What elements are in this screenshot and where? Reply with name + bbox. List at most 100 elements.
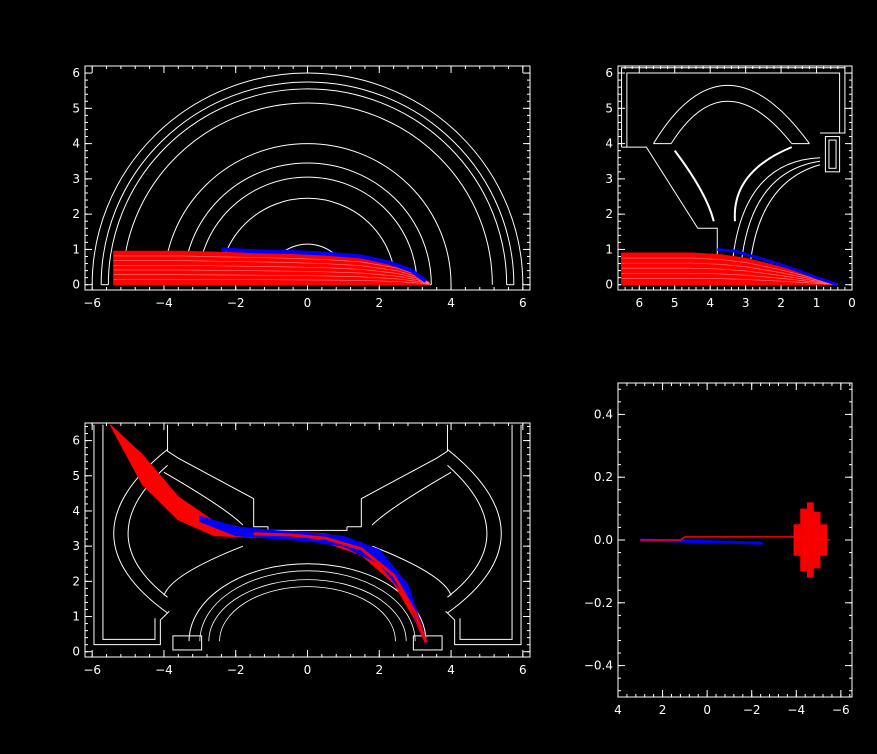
- outer-wall-left: [93, 424, 170, 646]
- y-tick-label: 3: [72, 172, 80, 186]
- x-tick-label: −6: [83, 296, 101, 310]
- blue-trace-band: [199, 515, 427, 645]
- coil-box-inner: [828, 139, 837, 169]
- structure-arc: [219, 198, 396, 285]
- structure-arc: [107, 88, 508, 285]
- coil-arc-outer: [653, 84, 810, 144]
- x-tick-label: 6: [519, 663, 527, 677]
- upper-guide-right: [371, 471, 452, 526]
- center-arc: [208, 579, 407, 642]
- guide-plate: [733, 146, 793, 222]
- x-tick-label: 4: [614, 703, 622, 717]
- particle-traces: [621, 247, 839, 287]
- divertor-box-right: [412, 635, 443, 651]
- red-trace-line: [113, 269, 430, 285]
- outer-wall-right: [445, 424, 522, 646]
- x-tick-label: 2: [659, 703, 667, 717]
- divertor-box-left: [172, 635, 203, 651]
- red-oscillation: [793, 502, 828, 578]
- upper-baffle-left: [167, 424, 269, 528]
- x-tick-label: −2: [227, 296, 245, 310]
- y-tick-label: 0: [605, 278, 613, 292]
- red-trace-line: [113, 274, 430, 285]
- red-trace-line: [621, 257, 838, 285]
- y-tick-label: 2: [605, 207, 613, 221]
- y-axis: 0 1 2 3 4 5 6: [72, 65, 530, 292]
- center-cap: [267, 526, 348, 531]
- y-tick-label: 6: [72, 66, 80, 80]
- y-tick-label: 3: [605, 172, 613, 186]
- x-tick-label: 2: [375, 663, 383, 677]
- y-axis: 0 1 2 3 4 5 6: [605, 65, 852, 292]
- structure-arc: [197, 176, 418, 285]
- guide-plate: [673, 150, 715, 222]
- y-tick-label: −0.2: [584, 596, 613, 610]
- inner-wall-right: [459, 424, 513, 640]
- y-axis: −0.4 −0.2 0.0 0.2 0.4: [584, 388, 852, 692]
- y-tick-label: 6: [605, 66, 613, 80]
- coil-arc-outer-right: [447, 449, 502, 614]
- red-trace-line: [113, 255, 430, 284]
- red-trace-line: [621, 262, 838, 286]
- x-tick-label: −4: [155, 296, 173, 310]
- vessel-outer-wall: [621, 67, 846, 148]
- x-tick-label: 2: [777, 296, 785, 310]
- x-tick-label: −4: [155, 663, 173, 677]
- x-tick-label: 3: [742, 296, 750, 310]
- x-tick-label: 0: [304, 296, 312, 310]
- panel-top-left: −6 −4 −2 0 2 4 6 0 1 2 3 4 5 6: [72, 65, 531, 310]
- blue-trace: [717, 247, 839, 287]
- x-axis: −6 −4 −2 0 2 4 6: [83, 66, 527, 310]
- structure-outlines: [621, 67, 846, 283]
- x-tick-label: 6: [519, 296, 527, 310]
- y-tick-label: 0.2: [594, 470, 613, 484]
- x-tick-label: −2: [227, 663, 245, 677]
- structure-arc: [91, 72, 524, 285]
- center-arc: [219, 586, 396, 642]
- x-tick-label: 1: [813, 296, 821, 310]
- flux-surface: [739, 160, 821, 275]
- y-tick-label: −0.4: [584, 659, 613, 673]
- y-tick-label: 1: [605, 242, 613, 256]
- x-tick-label: 0: [848, 296, 856, 310]
- particle-traces: [640, 502, 830, 578]
- upper-guide-left: [163, 471, 244, 526]
- coil-arc-inner: [670, 100, 793, 144]
- red-trace-band: [621, 252, 838, 286]
- x-tick-label: 4: [447, 296, 455, 310]
- red-trace-line: [621, 267, 838, 286]
- x-tick-label: 4: [706, 296, 714, 310]
- y-tick-label: 0: [72, 645, 80, 659]
- center-arc: [199, 570, 416, 642]
- y-tick-label: 0: [72, 278, 80, 292]
- x-tick-label: −6: [83, 663, 101, 677]
- vessel-inner-wall: [626, 72, 841, 148]
- lower-guide-right: [371, 545, 452, 596]
- x-axis: −6 −4 −2 0 2 4 6: [83, 423, 527, 677]
- y-tick-label: 1: [72, 610, 80, 624]
- red-trace-line: [113, 279, 430, 285]
- panel-bottom-left: −6 −4 −2 0 2 4 6 0 1 2 3 4 5 6: [72, 422, 531, 677]
- flux-surface: [730, 157, 821, 275]
- x-tick-label: −4: [787, 703, 805, 717]
- x-tick-label: 5: [671, 296, 679, 310]
- red-trace-line: [621, 278, 838, 286]
- divertor-baffle: [621, 146, 718, 283]
- structure-arc: [183, 162, 432, 285]
- y-tick-label: 4: [605, 137, 613, 151]
- y-tick-label: 5: [72, 469, 80, 483]
- coil-box: [824, 136, 841, 173]
- y-tick-label: 3: [72, 539, 80, 553]
- upper-baffle-right: [346, 424, 448, 528]
- inner-wall-left: [102, 424, 156, 640]
- y-axis: 0 1 2 3 4 5 6: [72, 426, 530, 659]
- blue-trace: [221, 247, 428, 283]
- x-tick-label: 6: [635, 296, 643, 310]
- x-tick-label: −6: [832, 703, 850, 717]
- red-trace-core: [253, 532, 428, 643]
- y-tick-label: 0.0: [594, 533, 613, 547]
- x-tick-label: 0: [703, 703, 711, 717]
- y-tick-label: 6: [72, 434, 80, 448]
